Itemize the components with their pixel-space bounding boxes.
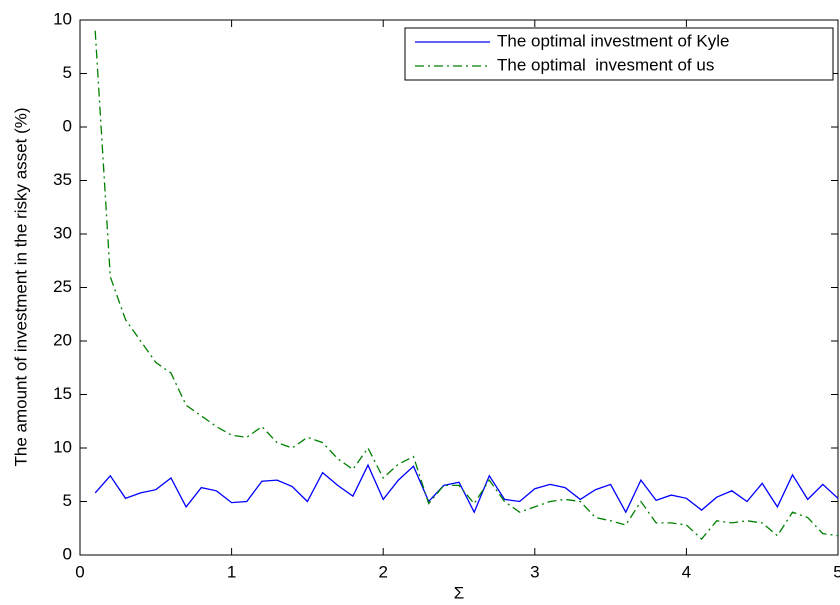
line-series xyxy=(94,30,839,540)
y-tick-label: 0 xyxy=(63,116,72,135)
y-axis-label: The amount of investment in the risky as… xyxy=(11,107,30,466)
legend-label: The optimal investment of Kyle xyxy=(497,31,729,50)
x-tick-label: 3 xyxy=(530,562,539,581)
x-tick-label: 5 xyxy=(833,562,840,581)
x-tick-label: 0 xyxy=(75,562,84,581)
y-tick-label: 35 xyxy=(53,170,72,189)
plot-area xyxy=(79,19,839,556)
y-tick-label: 10 xyxy=(53,437,72,456)
x-tick-label: 1 xyxy=(227,562,236,581)
legend-label: The optimal invesment of us xyxy=(497,55,714,74)
y-tick-label: 30 xyxy=(53,223,72,242)
x-tick-label: 4 xyxy=(682,562,691,581)
y-tick-label: 5 xyxy=(63,63,72,82)
y-tick-label: 25 xyxy=(53,277,72,296)
x-tick-label: 2 xyxy=(378,562,387,581)
line-series xyxy=(94,463,839,514)
y-tick-label: 0 xyxy=(63,544,72,563)
x-axis-label: Σ xyxy=(454,583,465,602)
y-tick-label: 5 xyxy=(63,491,72,510)
y-tick-label: 10 xyxy=(53,9,72,28)
y-tick-label: 20 xyxy=(53,330,72,349)
legend-box xyxy=(404,27,834,81)
y-tick-label: 15 xyxy=(53,384,72,403)
